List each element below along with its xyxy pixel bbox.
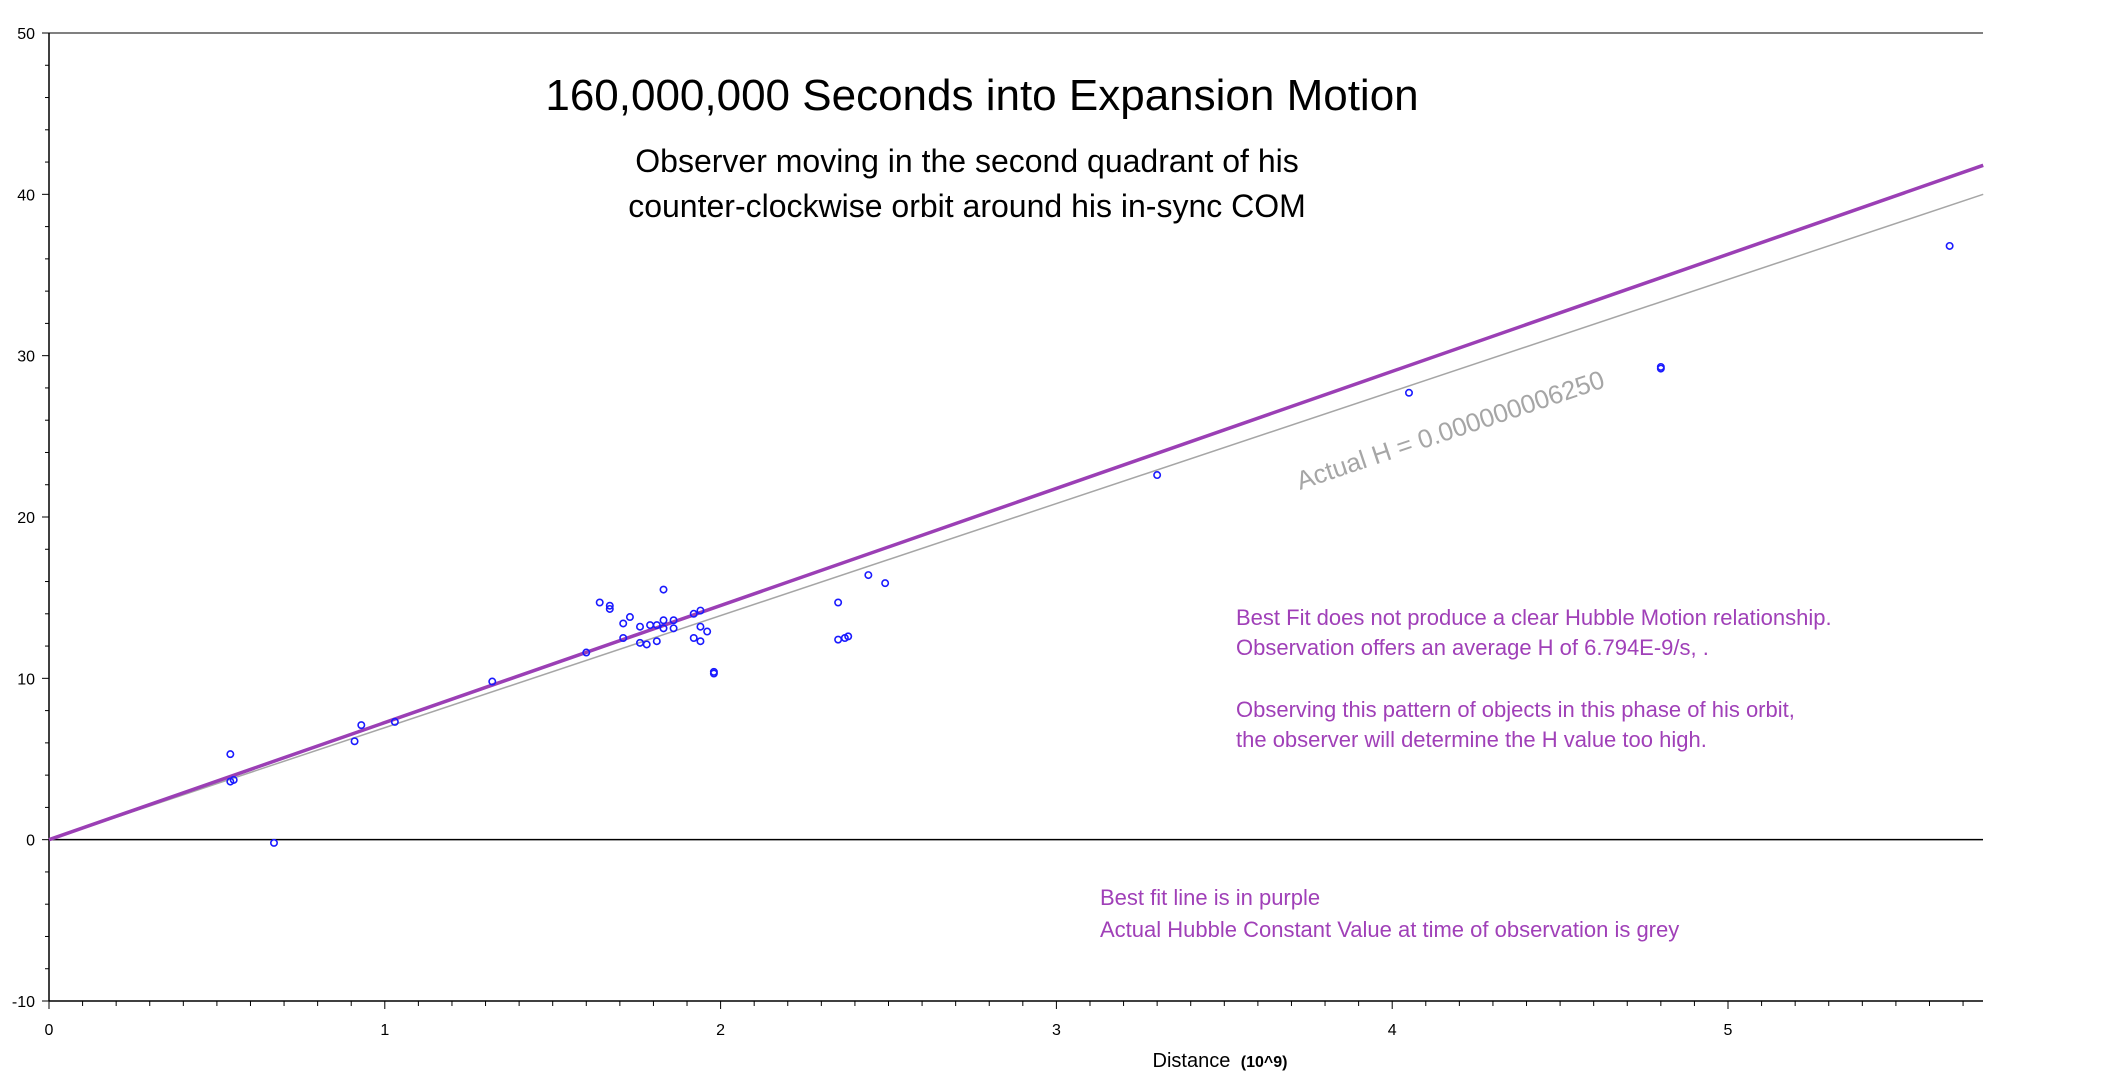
data-point (357, 721, 366, 730)
data-point (488, 677, 497, 686)
x-axis-label: Distance (10^9) (1153, 1050, 1288, 1072)
actual-h-label: Actual H = 0.000000006250 (1292, 364, 1608, 495)
y-tick-label: 50 (17, 26, 35, 43)
x-tick-label: 1 (380, 1022, 389, 1039)
data-point (834, 635, 843, 644)
data-point (703, 627, 712, 636)
data-point (636, 622, 645, 631)
data-point (226, 750, 235, 759)
data-point (689, 633, 698, 642)
x-tick-label: 4 (1388, 1022, 1397, 1039)
data-point (696, 637, 705, 646)
data-point (659, 585, 668, 594)
data-point (625, 613, 634, 622)
data-point (659, 616, 668, 625)
y-tick-label: 10 (17, 671, 35, 688)
data-point (652, 621, 661, 630)
x-tick-label: 3 (1052, 1022, 1061, 1039)
data-point (652, 637, 661, 646)
annotation-line-5: Best fit line is in purple (1100, 885, 1320, 910)
best-fit-line (48, 163, 1984, 842)
data-point (1404, 388, 1413, 397)
y-tick-label: 40 (17, 187, 35, 204)
axes: -10 0 10 20 30 40 50 0 1 2 3 4 5 (12, 26, 1983, 1039)
lines (48, 163, 1984, 842)
data-point (696, 606, 705, 615)
annotation-line-1: Best Fit does not produce a clear Hubble… (1236, 605, 1832, 630)
annotation-line-6: Actual Hubble Constant Value at time of … (1100, 917, 1679, 942)
data-point (1153, 471, 1162, 480)
x-tick-label: 0 (45, 1022, 54, 1039)
chart-subtitle-line-1: Observer moving in the second quadrant o… (635, 143, 1298, 179)
chart-title: 160,000,000 Seconds into Expansion Motio… (545, 71, 1418, 120)
actual-h-line (48, 193, 1984, 841)
data-point (689, 609, 698, 618)
data-point (881, 579, 890, 588)
data-point (595, 598, 604, 607)
data-point (350, 737, 359, 746)
data-point (229, 775, 238, 784)
data-point (709, 667, 718, 676)
data-point (844, 632, 853, 641)
x-axis-label-unit: (10^9) (1241, 1054, 1288, 1071)
y-tick-label: 20 (17, 510, 35, 527)
x-tick-label: 5 (1724, 1022, 1733, 1039)
data-point (642, 640, 651, 649)
data-point (864, 571, 873, 580)
y-tick-label: 30 (17, 349, 35, 366)
data-points (226, 241, 1954, 847)
data-point (669, 624, 678, 633)
data-point (605, 604, 614, 613)
data-point (834, 598, 843, 607)
chart-subtitle-line-2: counter-clockwise orbit around his in-sy… (628, 188, 1306, 224)
annotation-line-2: Observation offers an average H of 6.794… (1236, 635, 1709, 660)
data-point (619, 619, 628, 628)
data-point (659, 624, 668, 633)
x-tick-label: 2 (716, 1022, 725, 1039)
x-axis-label-text: Distance (1153, 1050, 1231, 1072)
data-point (696, 622, 705, 631)
data-point (669, 616, 678, 625)
y-tick-label: -10 (12, 994, 35, 1011)
data-point (1945, 241, 1954, 250)
data-point (619, 633, 628, 642)
data-point (605, 601, 614, 610)
annotation-line-3: Observing this pattern of objects in thi… (1236, 697, 1795, 722)
data-point (1656, 362, 1665, 371)
data-point (390, 717, 399, 726)
data-point (582, 648, 591, 657)
data-point (646, 621, 655, 630)
data-point (269, 838, 278, 847)
y-tick-label: 0 (26, 833, 35, 850)
annotation-line-4: the observer will determine the H value … (1236, 727, 1707, 752)
